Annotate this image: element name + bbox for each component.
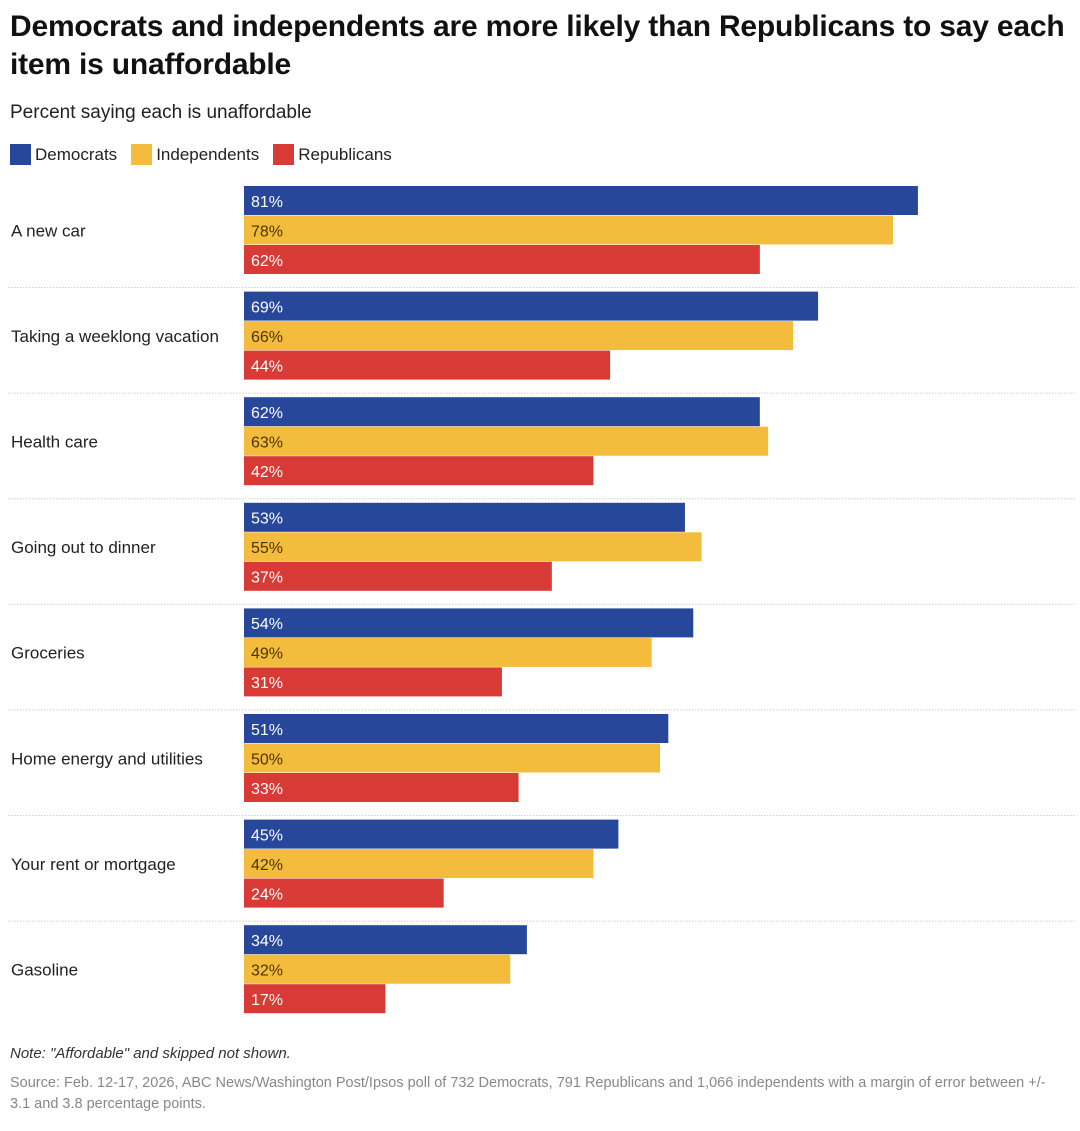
bar-independents-gasoline (244, 954, 511, 984)
data-label: 24% (251, 886, 283, 903)
legend-swatch-democrats (10, 144, 31, 165)
chart-title: Democrats and independents are more like… (10, 10, 1065, 81)
data-label: 42% (251, 464, 283, 481)
bar-independents-going-out-to-dinner (244, 532, 702, 562)
category-label: Your rent or mortgage (11, 855, 176, 874)
bar-independents-groceries (244, 637, 652, 667)
bar-group-your-rent-or-mortgage: Your rent or mortgage 45% 42% 24% (8, 819, 1075, 922)
bar-democrats-home-energy-and-utilities (244, 714, 669, 743)
bar-republicans-a-new-car (244, 245, 760, 274)
bar-democrats-health-care (244, 397, 760, 427)
chart-source: Source: Feb. 12-17, 2026, ABC News/Washi… (10, 1075, 1046, 1112)
bar-republicans-your-rent-or-mortgage (244, 878, 444, 908)
data-label: 63% (251, 434, 283, 451)
bar-independents-health-care (244, 426, 769, 456)
bar-democrats-gasoline (244, 925, 527, 955)
bar-independents-a-new-car (244, 215, 893, 245)
data-label: 37% (251, 570, 283, 587)
bar-republicans-gasoline (244, 984, 386, 1014)
category-label: Health care (11, 432, 98, 451)
category-label: A new car (11, 221, 86, 240)
data-label: 45% (251, 827, 283, 844)
bar-democrats-a-new-car (244, 186, 918, 215)
data-label: 62% (251, 253, 283, 270)
data-label: 50% (251, 751, 283, 768)
bar-group-a-new-car: A new car 81% 78% 62% (8, 186, 1075, 288)
legend-swatch-republicans (273, 144, 295, 165)
bar-group-taking-a-weeklong-vacation: Taking a weeklong vacation 69% 66% 44% (8, 291, 1075, 394)
data-label: 44% (251, 358, 283, 375)
data-label: 49% (251, 646, 283, 663)
bar-republicans-health-care (244, 456, 594, 486)
bar-republicans-taking-a-weeklong-vacation (244, 350, 611, 380)
legend-label-independents: Independents (156, 144, 260, 164)
legend-item-republicans: Republicans (273, 144, 392, 165)
bar-independents-home-energy-and-utilities (244, 743, 660, 773)
data-label: 31% (251, 675, 283, 692)
chart-note: Note: "Affordable" and skipped not shown… (10, 1045, 291, 1062)
category-label: Home energy and utilities (11, 749, 203, 768)
data-label: 55% (251, 540, 283, 557)
data-label: 66% (251, 329, 283, 346)
data-label: 69% (251, 299, 283, 316)
legend-swatch-independents (131, 144, 153, 165)
bar-independents-your-rent-or-mortgage (244, 849, 594, 879)
bar-democrats-groceries (244, 608, 694, 638)
data-label: 42% (251, 857, 283, 874)
legend-label-democrats: Democrats (35, 144, 118, 164)
data-label: 54% (251, 616, 283, 633)
bar-republicans-groceries (244, 667, 502, 697)
bar-democrats-your-rent-or-mortgage (244, 819, 619, 849)
chart-subtitle: Percent saying each is unaffordable (10, 102, 312, 123)
data-label: 33% (251, 781, 283, 798)
category-label: Taking a weeklong vacation (11, 327, 219, 346)
bar-group-groceries: Groceries 54% 49% 31% (8, 608, 1075, 711)
legend-item-independents: Independents (131, 144, 259, 165)
bar-democrats-going-out-to-dinner (244, 502, 685, 532)
bar-independents-taking-a-weeklong-vacation (244, 321, 794, 351)
bar-group-going-out-to-dinner: Going out to dinner 53% 55% 37% (8, 502, 1075, 605)
bar-group-home-energy-and-utilities: Home energy and utilities 51% 50% 33% (8, 714, 1075, 816)
data-label: 81% (251, 194, 283, 211)
data-label: 53% (251, 511, 283, 528)
legend-label-republicans: Republicans (298, 144, 392, 164)
data-label: 78% (251, 223, 283, 240)
data-label: 51% (251, 722, 283, 739)
data-label: 17% (251, 992, 283, 1009)
data-label: 32% (251, 962, 283, 979)
data-label: 34% (251, 933, 283, 950)
category-label: Gasoline (11, 960, 78, 979)
data-label: 62% (251, 405, 283, 422)
bar-democrats-taking-a-weeklong-vacation (244, 291, 819, 321)
legend-item-democrats: Democrats (10, 144, 117, 165)
category-label: Groceries (11, 644, 85, 663)
bar-group-gasoline: Gasoline 34% 32% 17% (11, 925, 527, 1014)
bar-group-health-care: Health care 62% 63% 42% (8, 397, 1075, 500)
bar-chart: A new car 81% 78% 62% Taking a weeklong vaca… (8, 186, 1075, 1014)
bar-republicans-going-out-to-dinner (244, 561, 552, 591)
category-label: Going out to dinner (11, 538, 156, 557)
bar-republicans-home-energy-and-utilities (244, 773, 519, 802)
legend: Democrats Independents Republicans (10, 144, 406, 165)
